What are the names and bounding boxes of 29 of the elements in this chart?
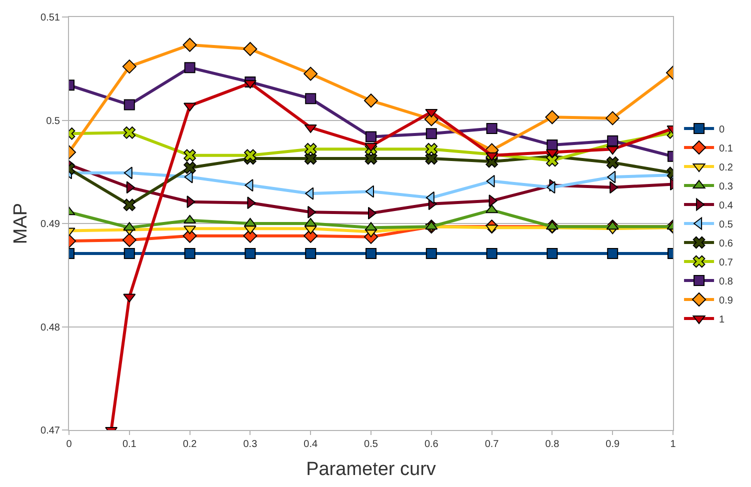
y-tick-label: 0.49 — [40, 219, 60, 230]
y-tick-label: 0.5 — [46, 116, 60, 127]
legend-label: 0.5 — [719, 219, 734, 230]
legend-label: 0.2 — [719, 162, 734, 174]
y-axis-title: MAP — [10, 202, 32, 244]
legend-label: 0 — [719, 124, 726, 136]
x-tick-label: 0.3 — [243, 439, 258, 450]
x-tick-label: 0.9 — [606, 439, 620, 450]
y-tick-label: 0.48 — [40, 322, 60, 334]
x-tick-label: 0.8 — [545, 439, 560, 450]
y-tick-label: 0.51 — [40, 12, 60, 24]
x-tick-label: 0.1 — [122, 439, 137, 450]
x-tick-label: 0.6 — [424, 439, 439, 450]
x-tick-label: 0 — [66, 439, 72, 450]
x-tick-label: 0.4 — [304, 439, 318, 450]
legend-label: 0.6 — [719, 238, 734, 250]
legend-label: 0.8 — [719, 276, 734, 288]
x-tick-label: 0.5 — [364, 439, 378, 450]
legend-label: 0.3 — [719, 181, 734, 192]
x-tick-label: 0.2 — [182, 439, 198, 450]
y-tick-label: 0.47 — [40, 426, 60, 436]
x-tick-label: 1 — [670, 439, 676, 450]
legend-label: 0.4 — [719, 200, 734, 212]
legend-label: 1 — [719, 314, 726, 326]
x-axis-title: Parameter curv — [306, 458, 436, 480]
legend-label: 0.1 — [719, 143, 734, 154]
legend-label: 0.7 — [719, 257, 734, 268]
x-tick-label: 0.7 — [484, 439, 500, 450]
legend-label: 0.9 — [719, 295, 734, 306]
